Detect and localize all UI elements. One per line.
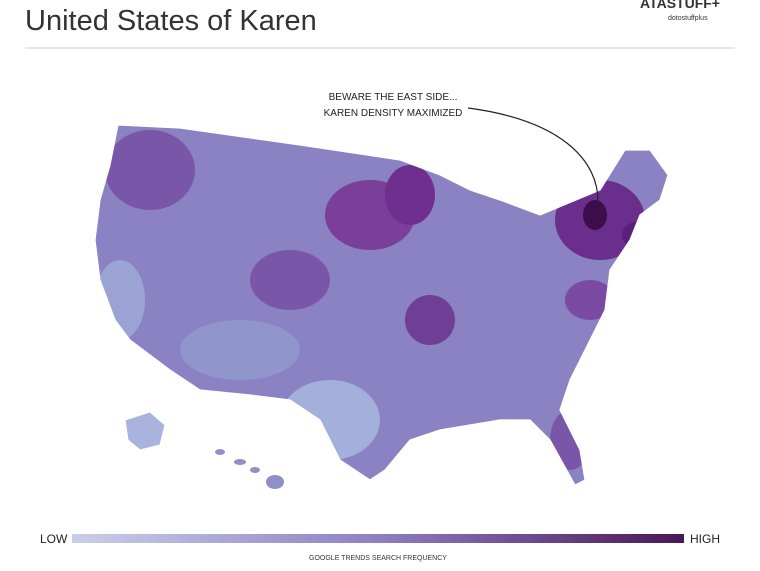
alaska — [124, 411, 166, 451]
legend-high: HIGH — [690, 532, 720, 546]
brand: ATASTUFF+ — [640, 0, 720, 11]
title: United States of Karen — [25, 5, 317, 37]
annotation-line: BEWARE THE EAST SIDE... — [329, 92, 458, 103]
legend-bar — [72, 534, 684, 543]
handle: dotostuffplus — [668, 15, 708, 22]
us-map — [95, 125, 668, 485]
annotation-arrow — [467, 107, 599, 206]
legend-caption: GOOGLE TRENDS SEARCH FREQUENCY — [309, 555, 447, 562]
legend-low: LOW — [40, 532, 68, 546]
annotation-line: KAREN DENSITY MAXIMIZED — [324, 108, 463, 119]
hawaii — [215, 449, 284, 489]
